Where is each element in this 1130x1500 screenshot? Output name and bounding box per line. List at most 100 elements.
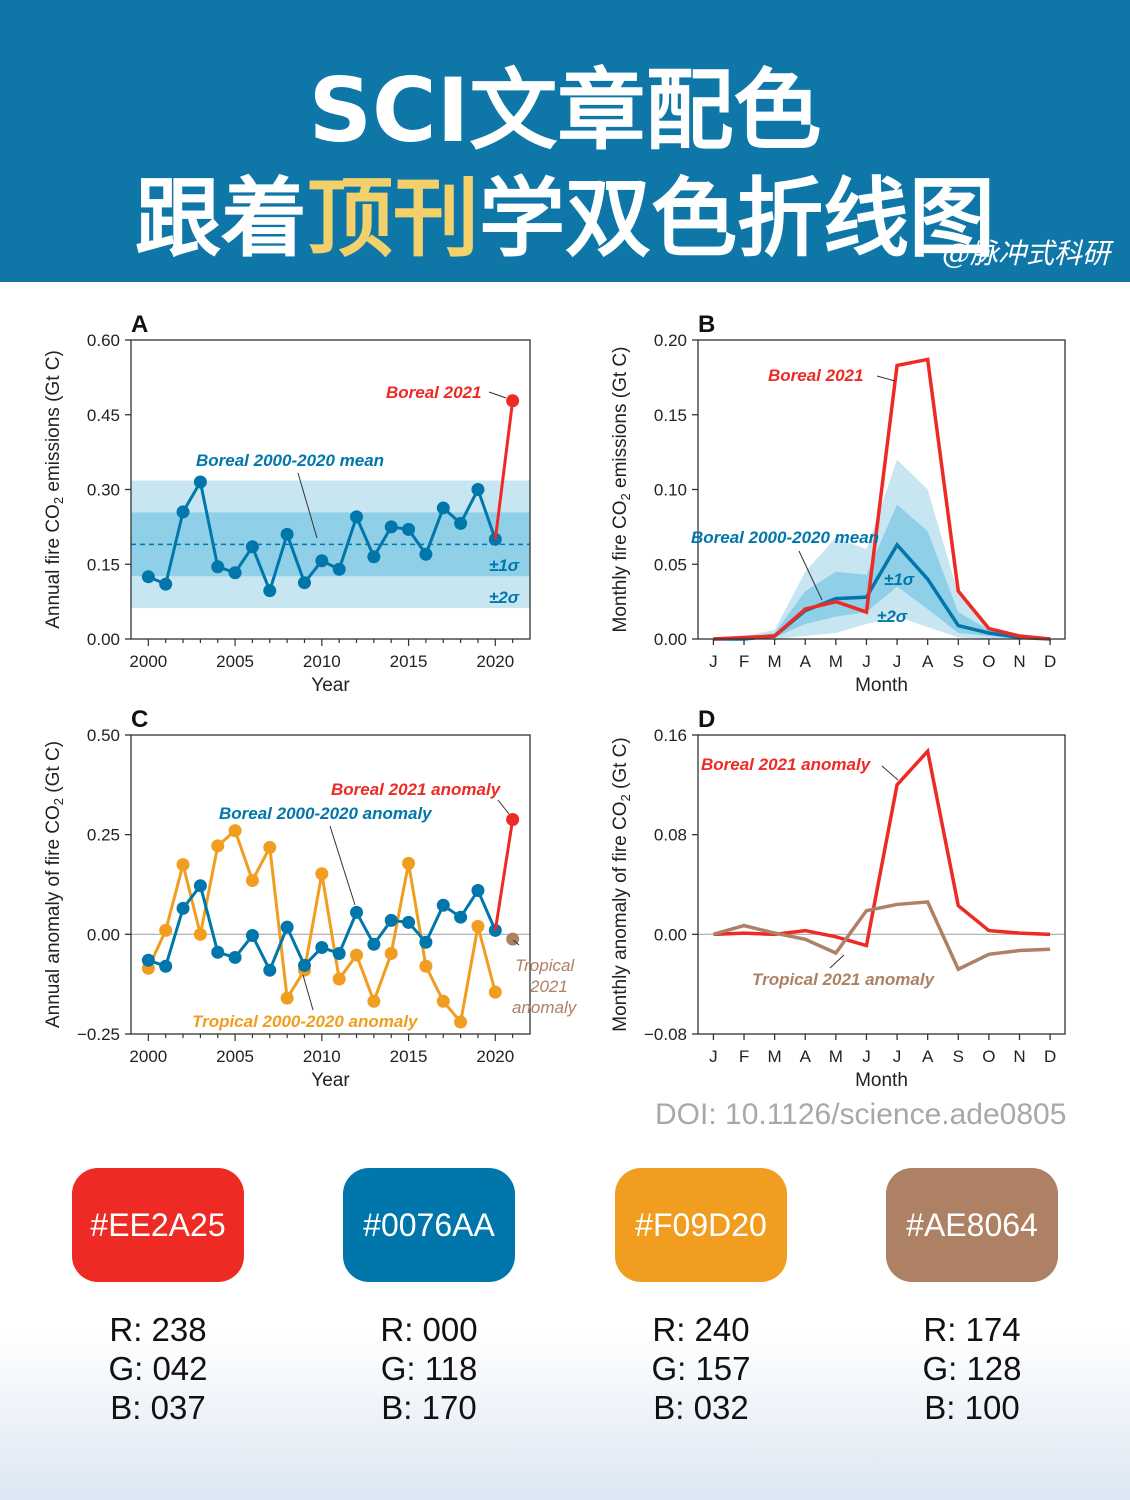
data-point	[419, 547, 433, 561]
x-tick-label: O	[982, 652, 995, 671]
data-point	[176, 858, 190, 872]
x-tick-label: J	[893, 1047, 902, 1066]
plot-frame	[697, 734, 1066, 1035]
data-point	[436, 994, 450, 1008]
data-point	[367, 550, 381, 564]
watermark-text: 小红书号：9531592364	[820, 1445, 1053, 1470]
data-point	[419, 935, 433, 949]
data-point	[384, 946, 398, 960]
data-point	[471, 883, 485, 897]
series-line	[713, 747, 1051, 948]
data-point	[193, 475, 207, 489]
series-line	[146, 828, 497, 1026]
rgb-g: G: 118	[380, 1350, 478, 1387]
leader-line	[798, 550, 823, 601]
series-line	[493, 819, 515, 931]
data-point	[367, 937, 381, 951]
data-point	[332, 972, 346, 986]
y-tick-label: −0.25	[77, 1025, 120, 1044]
x-tick-label: M	[768, 1047, 782, 1066]
data-point	[436, 898, 450, 912]
data-point	[228, 566, 242, 580]
x-tick-label: J	[709, 1047, 718, 1066]
rgb-values-red: R: 238 G: 042 B: 037	[72, 1310, 244, 1427]
annotation-label: Boreal 2000-2020 mean	[691, 528, 879, 547]
data-point	[211, 945, 225, 959]
series-line	[712, 900, 1051, 972]
rgb-b: B: 032	[653, 1389, 749, 1426]
title-line-2: 跟着顶刊学双色折线图	[0, 148, 1130, 273]
data-point	[315, 867, 329, 881]
x-axis-label: Year	[311, 1070, 350, 1091]
color-swatch-orange: #F09D20	[615, 1168, 787, 1282]
data-point	[402, 915, 416, 929]
y-tick-label: 0.25	[87, 826, 120, 845]
y-tick-label: 0.20	[654, 331, 687, 350]
annotation-label: Boreal 2000-2020 mean	[196, 451, 384, 470]
data-point	[228, 950, 242, 964]
annotation-label: anomaly	[512, 998, 578, 1017]
y-tick-label: 0.16	[654, 726, 687, 745]
x-tick-label: 2000	[129, 1047, 167, 1066]
data-point	[419, 959, 433, 973]
x-tick-label: 2010	[303, 652, 341, 671]
data-point	[384, 913, 398, 927]
data-point	[280, 527, 294, 541]
rgb-b: B: 170	[381, 1389, 477, 1426]
x-tick-label: S	[953, 1047, 964, 1066]
x-tick-label: N	[1013, 1047, 1025, 1066]
x-tick-label: 2000	[129, 652, 167, 671]
y-tick-label: 0.30	[87, 481, 120, 500]
annotation-label: ±2σ	[489, 588, 520, 607]
y-axis-label: Annual fire CO2 emissions (Gt C)	[43, 350, 66, 629]
y-tick-label: 0.05	[654, 555, 687, 574]
y-tick-label: 0.08	[654, 826, 687, 845]
title-line-2-post: 学双色折线图	[479, 169, 995, 269]
rgb-g: G: 128	[922, 1350, 1022, 1387]
y-tick-label: −0.08	[644, 1025, 687, 1044]
x-tick-label: 2015	[390, 652, 428, 671]
title-line-2-pre: 跟着	[135, 169, 307, 269]
annotation-label: Boreal 2000-2020 anomaly	[219, 804, 433, 823]
data-point	[471, 919, 485, 933]
author-handle: @脉冲式科研	[941, 237, 1110, 270]
data-point	[280, 991, 294, 1005]
rgb-b: B: 037	[110, 1389, 206, 1426]
data-point	[506, 394, 520, 408]
x-tick-label: S	[953, 652, 964, 671]
rgb-r: R: 238	[109, 1311, 207, 1348]
x-tick-label: M	[829, 1047, 843, 1066]
x-tick-label: M	[829, 652, 843, 671]
data-point	[245, 540, 259, 554]
x-tick-label: D	[1044, 1047, 1056, 1066]
data-point	[211, 839, 225, 853]
leader-line	[297, 472, 318, 539]
x-tick-label: J	[709, 652, 718, 671]
data-point	[141, 953, 155, 967]
leader-line	[829, 954, 845, 969]
rgb-g: G: 042	[108, 1350, 208, 1387]
title-line-1: SCI文章配色	[308, 59, 822, 162]
series-line	[713, 357, 1051, 641]
data-point	[263, 840, 277, 854]
x-tick-label: A	[922, 1047, 934, 1066]
x-tick-label: 2010	[303, 1047, 341, 1066]
y-tick-label: 0.00	[654, 630, 687, 649]
y-tick-label: 0.00	[87, 925, 120, 944]
y-axis-label: Monthly anomaly of fire CO2 (Gt C)	[610, 737, 633, 1031]
x-tick-label: J	[893, 652, 902, 671]
annotation-label: Boreal 2021 anomaly	[701, 755, 872, 774]
y-tick-label: 0.60	[87, 331, 120, 350]
data-point	[176, 901, 190, 915]
x-tick-label: M	[768, 652, 782, 671]
data-point	[263, 963, 277, 977]
y-axis-label: Monthly fire CO2 emissions (Gt C)	[610, 347, 633, 633]
annotation-label: ±2σ	[877, 607, 908, 626]
data-point	[350, 510, 364, 524]
x-tick-label: 2015	[390, 1047, 428, 1066]
data-point	[402, 856, 416, 870]
y-tick-label: 0.10	[654, 481, 687, 500]
title-banner	[0, 0, 1130, 282]
data-point	[315, 554, 329, 568]
y-tick-label: 0.00	[87, 630, 120, 649]
